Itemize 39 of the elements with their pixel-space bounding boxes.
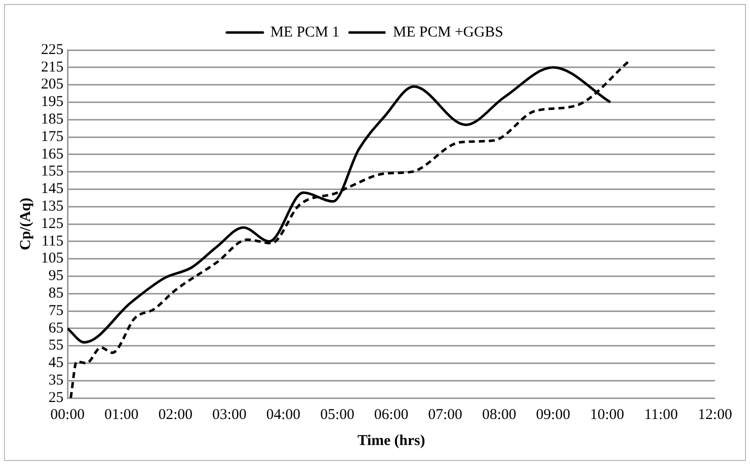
y-tick-label: 55 <box>48 338 64 354</box>
y-tick-label: 75 <box>48 302 64 319</box>
x-tick-label: 02:00 <box>158 406 193 423</box>
y-tick-label: 115 <box>42 233 64 250</box>
x-tick-label: 08:00 <box>482 406 516 423</box>
y-tick-label: 125 <box>41 216 64 232</box>
x-tick-label: 07:00 <box>428 406 462 423</box>
x-tick-label: 09:00 <box>536 406 570 423</box>
y-tick-label: 205 <box>41 76 64 93</box>
y-tick-label: 185 <box>41 112 64 128</box>
y-tick-label: 95 <box>48 268 64 284</box>
x-axis-title: Time (hrs) <box>357 432 426 449</box>
x-tick-label: 04:00 <box>266 406 300 423</box>
y-tick-label: 135 <box>41 198 64 215</box>
y-axis-title: Cp/(Aq) <box>18 198 34 250</box>
y-tick-label: 65 <box>48 320 64 336</box>
line-series <box>69 59 631 398</box>
y-tick-label: 195 <box>41 94 64 110</box>
x-tick-label: 00:00 <box>50 406 85 423</box>
y-tick-label: 35 <box>48 372 64 389</box>
y-tick-label: 215 <box>41 59 64 76</box>
y-tick-label: 85 <box>48 286 64 302</box>
x-tick-label: 01:00 <box>104 406 139 423</box>
x-tick-label: 03:00 <box>212 406 246 423</box>
x-tick-label: 12:00 <box>698 406 732 423</box>
y-tick-label: 25 <box>48 390 64 406</box>
y-tick-label: 165 <box>41 146 64 162</box>
x-tick-label: 11:00 <box>644 406 678 423</box>
x-tick-label: 06:00 <box>374 406 408 423</box>
y-tick-label: 155 <box>41 164 64 180</box>
legend-label: ME PCM 1 <box>270 24 340 40</box>
x-tick-label: 10:00 <box>590 406 624 423</box>
x-tick-label: 05:00 <box>320 406 354 423</box>
y-tick-label: 145 <box>41 181 64 198</box>
legend-label: ME PCM +GGBS <box>393 24 504 40</box>
y-tick-label: 175 <box>41 128 64 145</box>
y-tick-label: 45 <box>48 355 64 372</box>
y-tick-label: 105 <box>41 250 64 267</box>
y-tick-label: 225 <box>41 42 64 58</box>
